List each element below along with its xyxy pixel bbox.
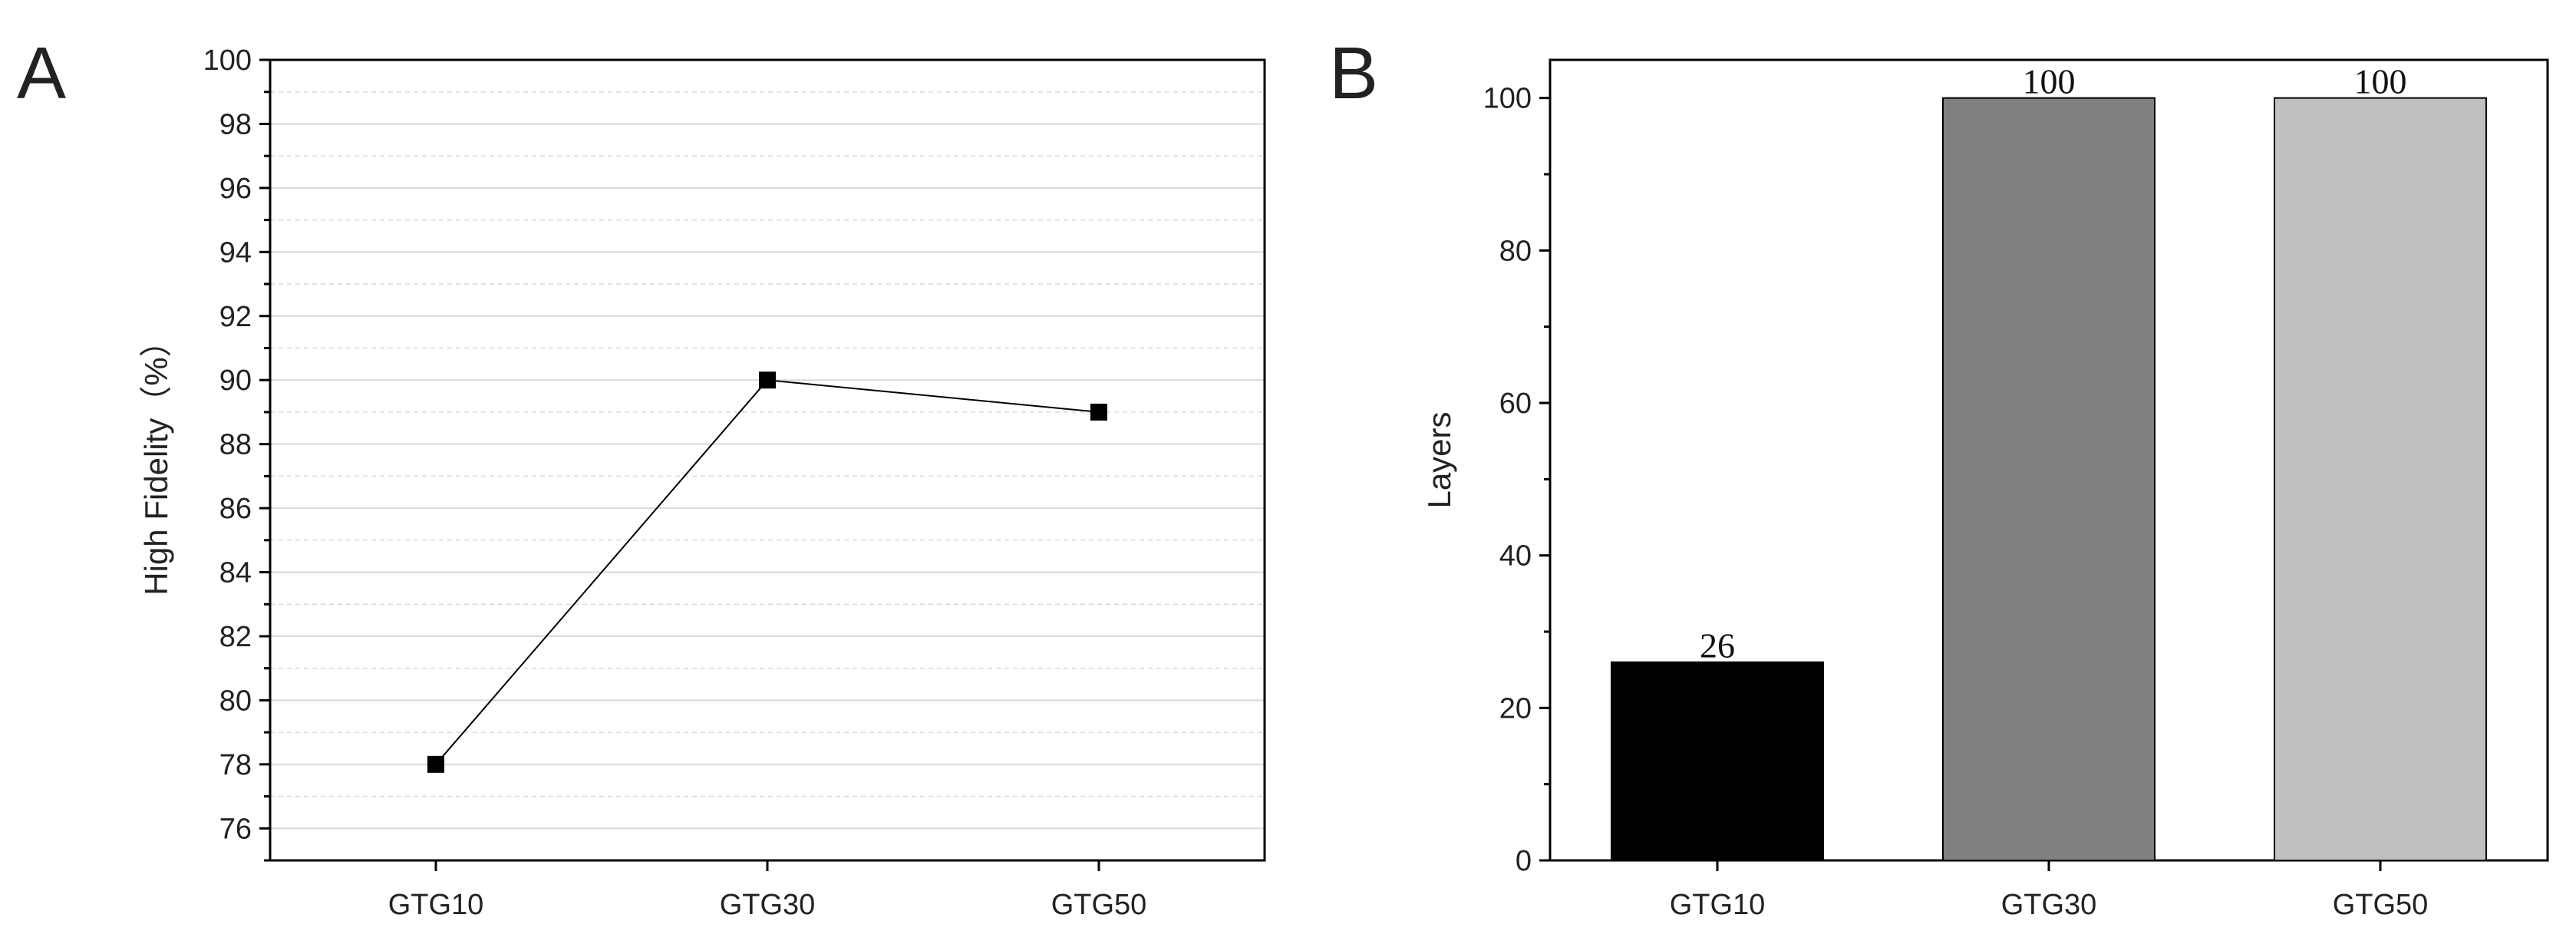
panel-a-y-tick-label: 98	[219, 108, 252, 140]
panel-b-y-tick-label: 60	[1499, 388, 1532, 420]
panel-b-x-tick-label: GTG30	[2001, 889, 2097, 921]
panel-a-y-tick-label: 90	[219, 365, 252, 397]
panel-a-y-tick-label: 80	[219, 685, 252, 717]
panel-a-y-tick-label: 78	[219, 749, 252, 781]
panel-a: A High Fidelity（%） 76 78 80 82 84 86 88 90 92 94 9…	[17, 32, 1266, 921]
bar-data-label: 100	[2023, 62, 2076, 101]
panel-a-y-tick-label: 86	[219, 493, 252, 525]
panel-b-y-tick-label: 40	[1499, 540, 1532, 573]
panel-b-x-tick-label: GTG50	[2333, 889, 2429, 921]
panel-a-y-tick-label: 92	[219, 301, 252, 333]
panel-a-y-tick-label: 88	[219, 429, 252, 461]
bar	[1942, 97, 2155, 861]
panel-b-x-tick-label: GTG10	[1670, 889, 1766, 921]
data-point-marker	[427, 755, 444, 773]
panel-b-letter: B	[1329, 32, 1378, 114]
panel-a-letter: A	[17, 32, 66, 114]
panel-b-y-tick-label: 0	[1516, 845, 1532, 877]
panel-a-y-axis-title: High Fidelity（%）	[138, 325, 174, 595]
panel-a-y-tick-label: 82	[219, 621, 252, 653]
bar	[2274, 97, 2487, 861]
panel-a-y-tick-label: 76	[219, 813, 252, 845]
panel-b-y-axis-title: Layers	[1421, 411, 1457, 508]
panel-b-y-tick-label: 20	[1499, 692, 1532, 725]
panel-b-y-tick-label: 100	[1483, 83, 1532, 115]
panel-a-y-tick-label: 100	[203, 45, 252, 77]
data-point-marker	[759, 371, 776, 389]
panel-a-y-tick-label: 96	[219, 173, 252, 205]
panel-b: B Layers 0 20 40 60 80 100 26 GTG10 100 GTG30 100 G…	[1329, 32, 2549, 921]
panel-a-y-tick-label: 84	[219, 557, 252, 589]
bar	[1611, 661, 1824, 861]
bar-data-label: 26	[1700, 626, 1735, 665]
panel-a-x-tick-label: GTG30	[720, 889, 816, 921]
bar-data-label: 100	[2354, 62, 2407, 101]
panel-b-y-tick-label: 80	[1499, 235, 1532, 267]
panel-a-x-tick-label: GTG50	[1051, 889, 1147, 921]
panel-a-plot-frame	[269, 58, 1266, 862]
panel-a-y-tick-label: 94	[219, 236, 252, 269]
data-point-marker	[1090, 403, 1107, 421]
panel-a-x-tick-label: GTG10	[388, 889, 484, 921]
